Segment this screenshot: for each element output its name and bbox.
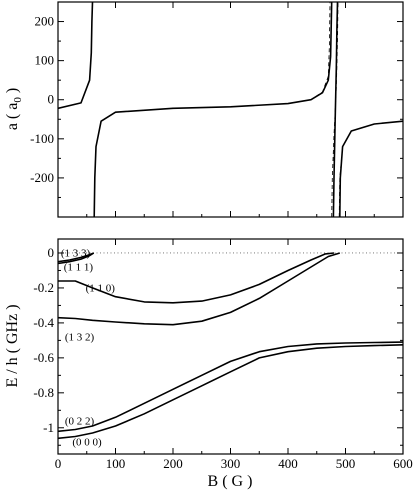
bottom-x-tick-label: 400 [278, 456, 298, 471]
state-label: (0 0 0) [72, 436, 102, 448]
bottom-y-tick-label: -1 [43, 420, 54, 435]
bottom-y-tick-label: -0.6 [33, 350, 54, 365]
top-series-4 [339, 120, 403, 217]
bottom-y-tick-label: 0 [48, 245, 55, 260]
bottom-y-tick-label: -0.8 [33, 385, 54, 400]
bottom-x-tick-label: 600 [393, 456, 413, 471]
state-label: (0 2 2) [65, 415, 95, 427]
state-labels: (1 3 3) (1 1 1) (1 1 0) (1 3 2) (0 2 2) (0 0 … [61, 247, 115, 448]
bottom-y-tick-label: -0.4 [33, 315, 54, 330]
energy-series-2 [58, 252, 95, 265]
state-label: (1 1 1) [64, 261, 94, 273]
x-axis-label: B ( G ) [208, 473, 253, 490]
energy-series-6 [58, 344, 403, 440]
energy-curves [58, 252, 403, 440]
top-series-1 [58, 2, 94, 110]
top-plot-frame [57, 1, 404, 218]
top-series-2 [93, 2, 333, 217]
state-label: (1 3 3) [61, 247, 91, 259]
scattering-length-curves [58, 2, 403, 217]
top-y-axis-label-subscript: 0 [12, 97, 24, 103]
top-y-tick-label: 200 [35, 14, 55, 29]
top-y-tick-label: 0 [48, 92, 55, 107]
bottom-x-tick-label: 0 [55, 456, 62, 471]
top-series-6 [93, 2, 331, 217]
top-y-tick-label: -100 [30, 131, 54, 146]
top-series-7 [331, 2, 339, 217]
energy-series-5 [58, 341, 403, 433]
bottom-y-tick-label: -0.2 [33, 280, 54, 295]
top-y-axis-label-close: ) [4, 88, 21, 97]
energy-panel: 0 -0.2 -0.4 -0.6 -0.8 -1 0 100 200 300 400 500 600 (… [4, 238, 413, 490]
top-y-axis-label-main: a ( a [4, 103, 21, 131]
bottom-x-tick-label: 100 [106, 456, 126, 471]
top-y-tick-label: -200 [30, 170, 54, 185]
bottom-y-axis-label: E / h ( GHz ) [4, 304, 21, 387]
bottom-x-tick-label: 300 [221, 456, 241, 471]
energy-series-3 [58, 252, 335, 304]
top-axis-ticks: 200 100 0 -100 -200 [30, 2, 404, 217]
bottom-x-tick-label: 200 [163, 456, 183, 471]
top-series-5 [58, 2, 93, 109]
top-series-8 [338, 120, 403, 217]
energy-series-4 [58, 252, 341, 326]
state-label: (1 1 0) [86, 282, 116, 294]
bottom-x-tick-label: 500 [336, 456, 356, 471]
top-y-tick-label: 100 [35, 53, 55, 68]
state-label: (1 3 2) [65, 331, 95, 343]
top-y-axis-label: a ( a0 ) [4, 88, 24, 130]
bottom-axis-ticks: 0 -0.2 -0.4 -0.6 -0.8 -1 0 100 200 300 400 500 600 [33, 239, 413, 471]
